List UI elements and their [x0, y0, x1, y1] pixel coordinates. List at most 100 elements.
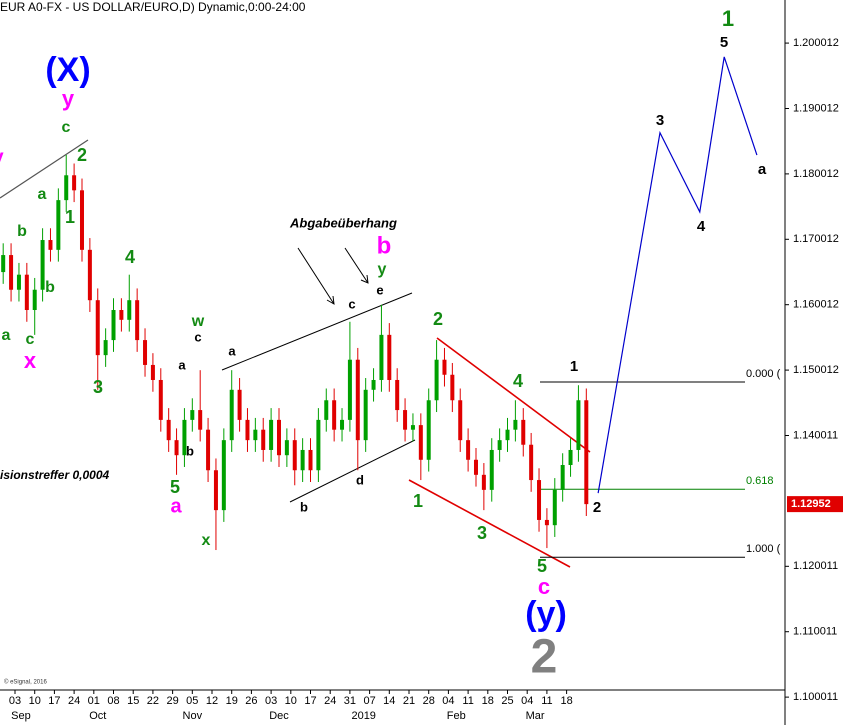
wave-label: w — [191, 313, 205, 330]
candle-body — [552, 489, 557, 526]
x-tick-label: 03 — [9, 695, 21, 707]
wave-label: 2 — [593, 499, 601, 516]
wave-label: isionstreffer 0,0004 — [0, 468, 109, 482]
candle-body — [537, 480, 542, 520]
candle-body — [308, 449, 313, 471]
wave-label: c — [348, 296, 355, 311]
candle-body — [418, 425, 423, 460]
y-tick-label: 1.160012 — [793, 299, 839, 311]
x-tick-label: 15 — [127, 695, 139, 707]
wave-label: 5 — [720, 34, 728, 51]
candle-body — [324, 400, 329, 420]
wave-label: Abgabeüberhang — [289, 215, 397, 230]
candle-body — [450, 374, 455, 401]
candle-body — [127, 300, 132, 320]
wave-label: b — [186, 443, 194, 458]
candle-body — [544, 519, 549, 526]
candle-body — [190, 410, 195, 420]
candle-body — [395, 379, 400, 411]
candle-body — [473, 459, 478, 475]
wave-label: b — [45, 279, 55, 296]
x-tick-label: 10 — [29, 695, 41, 707]
wave-label: a — [38, 186, 47, 203]
x-tick-label: 01 — [88, 695, 100, 707]
x-tick-label: 03 — [265, 695, 277, 707]
candle-body — [300, 449, 305, 471]
candle-body — [174, 440, 179, 456]
candle-body — [442, 359, 447, 375]
candle-body — [87, 249, 92, 301]
candle-body — [16, 274, 21, 290]
x-tick-label: 07 — [363, 695, 375, 707]
x-tick-label: 18 — [560, 695, 572, 707]
wave-label: 1 — [722, 6, 734, 31]
wave-label: 4 — [697, 218, 706, 235]
projection-line — [597, 56, 758, 494]
candle-body — [481, 474, 486, 490]
wave-label: 2 — [433, 309, 443, 329]
wave-label: d — [356, 472, 364, 487]
candle-body — [56, 200, 61, 250]
month-label: Dec — [269, 710, 289, 722]
month-label: Sep — [11, 710, 31, 722]
x-tick-label: 04 — [442, 695, 454, 707]
candle-body — [253, 429, 258, 441]
x-tick-label: 17 — [48, 695, 60, 707]
candle-body — [95, 300, 100, 356]
month-label: Nov — [183, 710, 203, 722]
wave-label: 2 — [531, 631, 558, 684]
wave-label: c — [538, 574, 550, 599]
x-tick-label: 19 — [226, 695, 238, 707]
candle-body — [584, 400, 589, 505]
month-label: 2019 — [351, 710, 375, 722]
trend-line — [221, 292, 413, 371]
x-tick-label: 18 — [482, 695, 494, 707]
candle-body — [489, 449, 494, 490]
x-tick-label: 04 — [521, 695, 533, 707]
x-tick-label: 22 — [147, 695, 159, 707]
candle-body — [513, 419, 518, 430]
candle-body — [284, 440, 289, 456]
trend-line — [408, 479, 571, 568]
candle-body — [79, 190, 84, 250]
candle-body — [355, 359, 360, 441]
wave-label: a — [2, 327, 11, 344]
fib-label: 0.000 ( — [746, 368, 781, 380]
fib-label: 1.000 ( — [746, 543, 781, 555]
wave-label: a — [758, 161, 767, 178]
candle-body — [48, 240, 53, 250]
wave-label: 1 — [413, 491, 423, 511]
candle-body — [269, 419, 274, 450]
wave-label: c — [26, 331, 35, 348]
y-tick-label: 1.120011 — [793, 560, 838, 572]
wave-label: (y) — [525, 595, 567, 633]
candle-body — [410, 425, 415, 430]
candle-body — [434, 359, 439, 401]
candle-body — [9, 255, 14, 290]
candle-body — [229, 389, 234, 441]
x-tick-label: 24 — [68, 695, 80, 707]
x-tick-label: 31 — [344, 695, 356, 707]
candle-body — [64, 175, 69, 201]
wave-label: 5 — [537, 556, 547, 576]
candle-body — [371, 379, 376, 390]
candle-body — [158, 379, 163, 420]
wave-label: x — [24, 348, 37, 373]
candle-body — [237, 389, 242, 420]
x-tick-label: 10 — [285, 695, 297, 707]
candle-body — [379, 334, 384, 380]
wave-label: (X) — [45, 51, 90, 89]
wave-label: y — [62, 86, 75, 111]
month-label: Oct — [89, 710, 106, 722]
month-label: Feb — [447, 710, 466, 722]
candle-body — [206, 429, 211, 471]
wave-label: e — [376, 282, 383, 297]
trend-line — [0, 139, 89, 199]
x-tick-label: 29 — [166, 695, 178, 707]
candle-body — [72, 175, 77, 191]
wave-label: a — [170, 495, 182, 517]
wave-label: 5 — [170, 477, 180, 497]
wave-label: 4 — [513, 371, 523, 391]
candle-body — [166, 419, 171, 441]
